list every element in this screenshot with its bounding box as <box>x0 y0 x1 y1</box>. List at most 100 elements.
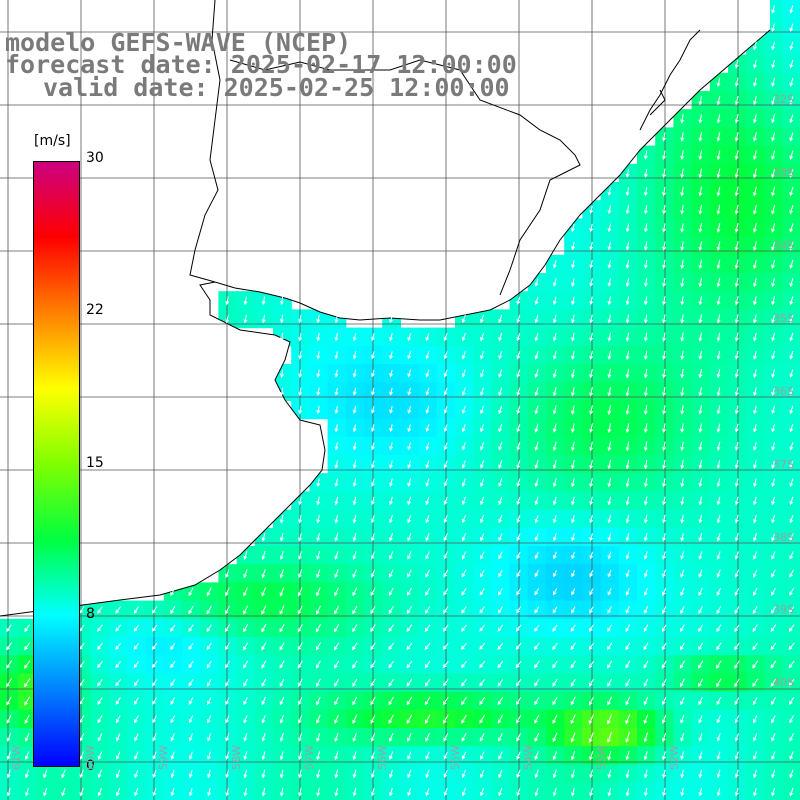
wind-arrow <box>498 423 503 433</box>
wind-arrow <box>188 587 194 597</box>
wind-arrow <box>61 787 66 797</box>
wind-arrow <box>461 660 467 669</box>
wind-arrow <box>680 733 685 742</box>
wind-arrow <box>680 296 685 306</box>
wind-arrow <box>443 569 449 578</box>
wind-arrow <box>424 606 431 614</box>
wind-arrow <box>516 332 521 342</box>
wind-arrow <box>170 769 175 779</box>
wind-arrow <box>571 787 575 797</box>
wind-arrow <box>716 405 721 415</box>
wind-arrow <box>789 569 794 578</box>
wind-arrow <box>662 496 666 506</box>
wind-arrow <box>680 114 685 124</box>
wind-arrow <box>643 587 648 596</box>
wind-arrow <box>352 587 358 597</box>
wind-arrow <box>516 460 521 469</box>
wind-arrow <box>716 514 721 524</box>
wind-arrow <box>771 96 776 105</box>
wind-arrow <box>315 623 322 633</box>
wind-arrow <box>461 478 466 487</box>
wind-arrow <box>734 715 740 724</box>
wind-arrow <box>698 114 703 124</box>
wind-arrow <box>479 733 485 742</box>
wind-arrow <box>243 624 249 633</box>
wind-arrow <box>443 387 448 396</box>
wind-arrow <box>389 751 394 760</box>
wind-arrow <box>734 259 739 270</box>
land-area <box>0 0 770 616</box>
wind-arrow <box>279 769 284 779</box>
wind-arrow <box>134 733 139 742</box>
wind-arrow <box>97 769 103 779</box>
wind-arrow <box>406 642 413 651</box>
wind-arrow <box>734 624 740 633</box>
wind-arrow <box>734 751 739 760</box>
wind-arrow <box>716 660 722 669</box>
wind-arrow <box>134 751 139 760</box>
wind-arrow <box>480 351 484 360</box>
wind-arrow <box>734 222 739 233</box>
coastline-path <box>0 29 771 617</box>
wind-arrow <box>298 769 302 779</box>
wind-arrow <box>534 678 540 687</box>
wind-arrow <box>716 222 721 233</box>
wind-arrow <box>516 296 521 305</box>
wind-arrow <box>553 588 558 596</box>
wind-arrow <box>6 733 12 742</box>
wind-arrow <box>461 314 466 324</box>
wind-arrow <box>607 732 612 743</box>
wind-arrow <box>753 369 757 379</box>
wind-arrow <box>534 423 539 433</box>
wind-arrow <box>734 168 739 179</box>
wind-arrow <box>516 369 521 378</box>
wind-arrow <box>662 405 666 415</box>
wind-arrow <box>352 514 357 524</box>
wind-arrow <box>298 733 302 742</box>
wind-arrow <box>188 787 193 797</box>
wind-arrow <box>516 769 521 779</box>
wind-arrow <box>734 369 739 379</box>
wind-arrow <box>352 351 357 360</box>
wind-arrow <box>697 660 704 669</box>
wind-arrow <box>97 624 103 632</box>
wind-arrow <box>716 204 721 215</box>
wind-arrow <box>753 460 757 469</box>
wind-arrow <box>789 387 794 396</box>
wind-arrow <box>461 514 466 524</box>
wind-arrow <box>498 769 503 779</box>
colorbar-tick-label: 22 <box>86 302 104 318</box>
wind-arrow <box>388 678 394 687</box>
lon-label: 61W <box>10 745 23 770</box>
wind-arrow <box>698 642 704 651</box>
wind-arrow <box>734 787 739 797</box>
wind-arrow <box>770 642 777 651</box>
wind-arrow <box>698 314 703 324</box>
wind-arrow <box>734 350 739 360</box>
wind-arrow <box>370 624 376 633</box>
wind-arrow <box>625 514 630 524</box>
wind-arrow <box>753 95 757 106</box>
wind-arrow <box>425 369 430 378</box>
wind-arrow <box>716 441 721 451</box>
title-forecast-date: forecast date: 2025-02-17 12:00:00 <box>5 50 517 79</box>
wind-arrow <box>443 714 449 724</box>
wind-arrow <box>407 424 412 433</box>
wind-arrow <box>370 387 375 396</box>
wind-arrow <box>716 168 721 179</box>
wind-arrow <box>298 369 303 378</box>
wind-arrow <box>297 696 303 706</box>
wind-arrow <box>789 787 794 797</box>
wind-arrow <box>334 678 340 687</box>
wind-arrow <box>607 696 613 706</box>
wind-arrow <box>498 314 503 324</box>
wind-arrow <box>370 733 376 742</box>
wind-arrow <box>716 332 721 342</box>
wind-arrow <box>753 332 757 342</box>
wind-arrow <box>6 769 11 779</box>
wind-arrow <box>243 314 248 324</box>
lat-label: 37S <box>773 458 794 471</box>
wind-arrow <box>789 405 794 415</box>
wind-arrow <box>261 587 267 597</box>
wind-arrow <box>461 714 467 724</box>
